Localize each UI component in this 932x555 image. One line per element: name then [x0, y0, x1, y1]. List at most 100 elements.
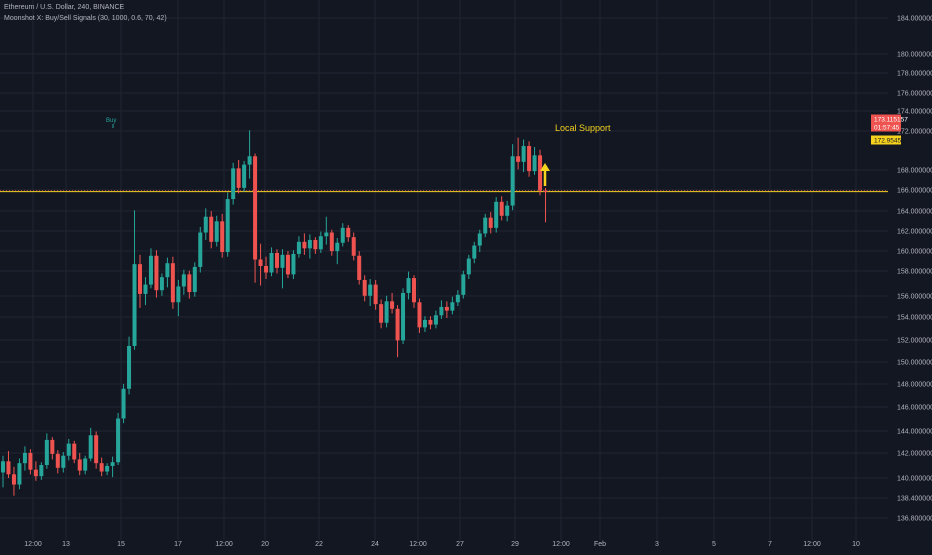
candle-body	[165, 263, 170, 278]
time-tick-label: 3	[655, 541, 659, 548]
candle-body	[362, 279, 367, 296]
candle-body	[450, 302, 455, 311]
candle-body	[516, 156, 521, 162]
time-tick-label: 20	[261, 541, 269, 548]
candle-body	[127, 345, 132, 389]
price-tick-label: 172.000000	[897, 129, 932, 136]
candle-body	[1, 461, 5, 473]
candle-body	[335, 242, 340, 252]
candle-body	[417, 302, 422, 328]
candle-body	[66, 443, 71, 456]
candle-body	[110, 462, 115, 466]
price-tick-label: 140.000000	[897, 476, 932, 483]
price-tag-label: 172.954566	[874, 137, 909, 144]
annotations: Local Support Buy	[106, 118, 611, 186]
candle-body	[6, 461, 11, 475]
candle-body	[50, 439, 55, 454]
price-tick-label: 144.000000	[897, 429, 932, 436]
candle-body	[214, 221, 219, 242]
price-tick-label: 154.000000	[897, 315, 932, 322]
candle-body	[33, 469, 38, 477]
price-tick-label: 148.000000	[897, 382, 932, 389]
indicator-title: Moonshot X: Buy/Sell Signals (30, 1000, …	[4, 15, 167, 22]
time-tick-label: 17	[174, 541, 182, 548]
price-tick-label: 158.000000	[897, 269, 932, 276]
price-tick-label: 178.000000	[897, 71, 932, 78]
candle-body	[72, 443, 77, 460]
candle-body	[313, 239, 318, 250]
up-arrow-icon	[540, 163, 550, 171]
candle-body	[225, 199, 230, 253]
candle-body	[44, 439, 49, 466]
candle-body	[433, 315, 438, 325]
candle-body	[143, 284, 148, 294]
buy-signal-label: Buy	[106, 118, 116, 124]
candle-body	[461, 274, 466, 295]
time-axis[interactable]: 12:00 13 15 17 12:00 20 22 24 12:00 27 29 12:00 Feb 3…	[24, 541, 860, 548]
candle-body	[483, 217, 488, 234]
grid-lines	[0, 0, 888, 540]
candle-body	[198, 232, 203, 267]
candle-body	[176, 286, 181, 303]
candle-body	[264, 266, 269, 273]
candle-body	[231, 168, 236, 200]
price-axis[interactable]: 184.000000 180.000000 178.000000 176.000000…	[897, 16, 932, 523]
candle-body	[209, 216, 214, 242]
candle-body	[28, 452, 33, 470]
candle-body	[83, 458, 88, 471]
time-tick-label: 22	[315, 541, 323, 548]
candle-body	[505, 205, 510, 216]
candle-body	[499, 201, 504, 216]
candle-body	[346, 227, 351, 238]
candle-body	[220, 221, 225, 253]
candle-body	[373, 284, 378, 305]
candle-body	[148, 255, 153, 285]
time-tick-label: 29	[511, 541, 519, 548]
candle-body	[192, 266, 197, 293]
candles	[1, 130, 548, 496]
price-tick-label: 174.000000	[897, 109, 932, 116]
candle-body	[510, 156, 515, 206]
candle-body	[532, 155, 537, 172]
price-tag-label: 173.115157	[874, 116, 908, 123]
candle-body	[538, 155, 543, 191]
candle-body	[236, 168, 241, 188]
candle-body	[455, 294, 460, 303]
candle-body	[121, 388, 126, 419]
candle-body	[406, 278, 411, 293]
time-tick-label: 7	[768, 541, 772, 548]
price-tick-label: 146.000000	[897, 405, 932, 412]
candle-body	[132, 264, 137, 346]
candle-body	[291, 253, 296, 275]
candle-body	[379, 304, 384, 323]
candle-body	[22, 452, 27, 464]
candle-body	[181, 274, 186, 287]
candle-body	[428, 319, 433, 325]
candle-body	[329, 232, 334, 252]
candle-body	[494, 201, 499, 228]
candle-body	[302, 241, 307, 249]
candle-body	[340, 227, 345, 243]
time-tick-label: 12:00	[409, 541, 427, 548]
candle-body	[138, 264, 142, 294]
time-tick-label: 12:00	[803, 541, 821, 548]
price-tick-label: 136.800000	[897, 516, 932, 523]
candle-body	[296, 241, 301, 254]
candle-body	[99, 463, 104, 472]
price-tag	[871, 135, 901, 145]
time-tick-label: 10	[852, 541, 860, 548]
price-tick-label: 142.000000	[897, 451, 932, 458]
candle-body	[324, 232, 329, 237]
candle-body	[444, 306, 449, 311]
candle-body	[488, 217, 493, 228]
symbol-title: Ethereum / U.S. Dollar, 240, BINANCE	[4, 4, 125, 11]
time-tick-label: Feb	[594, 541, 606, 548]
candle-body	[253, 156, 258, 260]
price-tick-label: 184.000000	[897, 16, 932, 23]
candle-body	[384, 301, 389, 323]
candle-body	[17, 463, 22, 485]
time-tick-label: 15	[117, 541, 125, 548]
